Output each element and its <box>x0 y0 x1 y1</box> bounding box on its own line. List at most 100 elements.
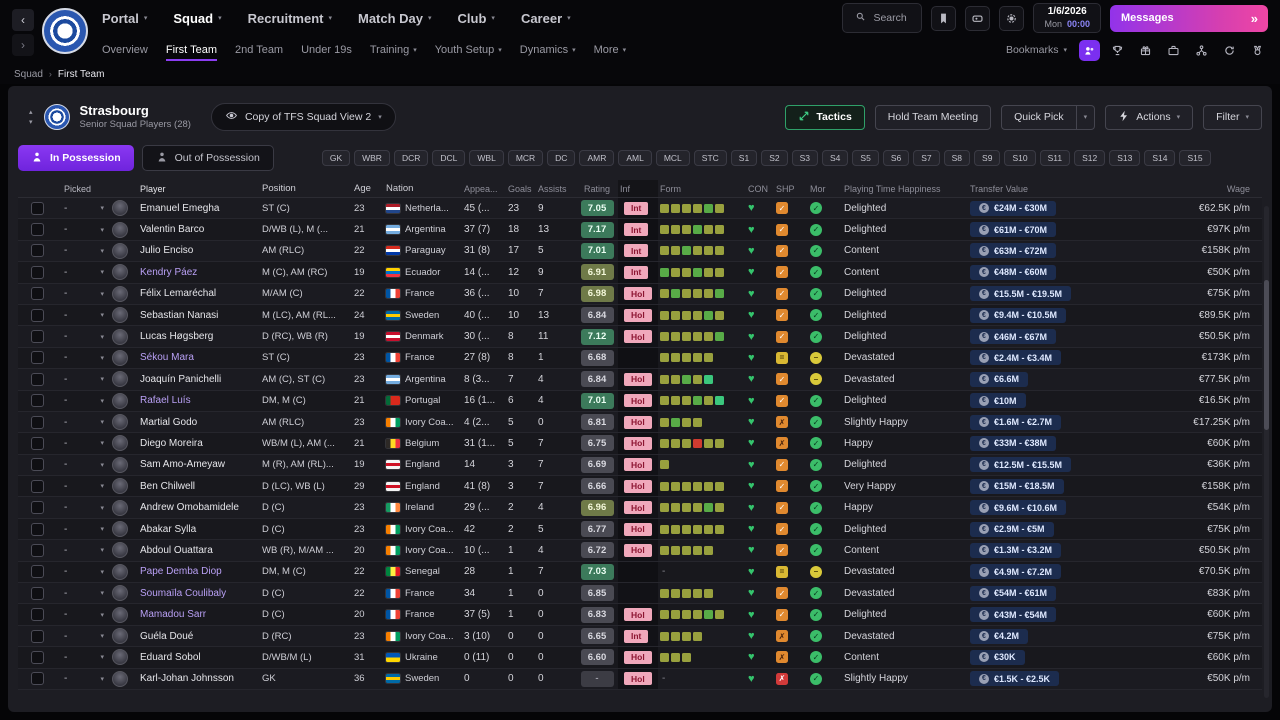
row-checkbox[interactable] <box>30 501 44 515</box>
info-badge[interactable]: Hol <box>624 394 652 408</box>
position-chip-s13[interactable]: S13 <box>1109 149 1141 167</box>
picked-dropdown[interactable]: - ▾ <box>64 566 104 578</box>
gift-icon[interactable] <box>1135 40 1156 61</box>
player-name-link[interactable]: Sékou Mara <box>140 352 194 364</box>
table-row[interactable]: - ▾ Eduard Sobol D/WB/M (L) 31 Ukraine 0 (11) 0… <box>18 647 1262 669</box>
refresh-icon[interactable] <box>1219 40 1240 61</box>
devices-icon[interactable] <box>965 5 991 31</box>
table-row[interactable]: - ▾ Sebastian Nanasi M (LC), AM (RL... 24 Swe… <box>18 304 1262 327</box>
player-name-link[interactable]: Julio Enciso <box>140 245 194 257</box>
table-row[interactable]: - ▾ Abakar Sylla D (C) 23 Ivory Coa... 42 2 5 6.7… <box>18 518 1262 541</box>
scrollbar-thumb[interactable] <box>1264 279 1269 430</box>
column-header-inf[interactable]: Inf <box>618 180 658 197</box>
player-name-link[interactable]: Lucas Høgsberg <box>140 331 214 343</box>
menu-career[interactable]: Career ▾ <box>520 10 571 26</box>
column-header-assists[interactable]: Assists <box>538 183 567 194</box>
info-badge[interactable]: Hol <box>624 479 652 493</box>
row-checkbox[interactable] <box>30 330 44 344</box>
menu-recruitment[interactable]: Recruitment ▾ <box>247 10 332 26</box>
actions-button[interactable]: Actions ▾ <box>1105 104 1194 130</box>
picked-dropdown[interactable]: - ▾ <box>64 587 104 599</box>
row-checkbox[interactable] <box>30 458 44 472</box>
gear-icon[interactable] <box>999 5 1025 31</box>
player-name-link[interactable]: Sam Amo-Ameyaw <box>140 459 226 471</box>
position-chip-s11[interactable]: S11 <box>1039 149 1071 167</box>
in-possession-toggle[interactable]: In Possession <box>18 145 134 171</box>
row-checkbox[interactable] <box>30 372 44 386</box>
player-name-link[interactable]: Martial Godo <box>140 416 198 428</box>
column-header-mor[interactable]: Mor <box>810 183 826 194</box>
player-name-link[interactable]: Kendry Páez <box>140 266 198 278</box>
sidebar-item-more[interactable]: More ▾ <box>594 40 627 61</box>
column-header-age[interactable]: Age <box>354 183 371 194</box>
player-name-link[interactable]: Félix Lemaréchal <box>140 288 217 300</box>
column-header-player[interactable]: Player <box>140 183 166 194</box>
player-name-link[interactable]: Andrew Omobamidele <box>140 502 239 514</box>
forward-button[interactable]: › <box>12 34 34 56</box>
row-checkbox[interactable] <box>30 244 44 258</box>
picked-dropdown[interactable]: - ▾ <box>64 373 104 385</box>
player-name-link[interactable]: Guéla Doué <box>140 630 194 642</box>
info-badge[interactable]: Hol <box>624 372 652 386</box>
table-row[interactable]: - ▾ Guéla Doué D (RC) 23 Ivory Coa... 3 (10) 0 0… <box>18 625 1262 648</box>
trophy-icon[interactable] <box>1107 40 1128 61</box>
picked-dropdown[interactable]: - ▾ <box>64 245 104 257</box>
sidebar-item-overview[interactable]: Overview <box>102 40 148 61</box>
info-badge[interactable]: Int <box>624 265 649 279</box>
table-row[interactable]: - ▾ Joaquín Panichelli AM (C), ST (C) 23 Arge… <box>18 369 1262 391</box>
table-row[interactable]: - ▾ Diego Moreira WB/M (L), AM (... 21 Belgiu… <box>18 433 1262 455</box>
row-checkbox[interactable] <box>30 565 44 579</box>
vertical-scrollbar[interactable] <box>1264 206 1269 698</box>
tactics-button[interactable]: Tactics <box>785 104 865 130</box>
info-badge[interactable]: Hol <box>624 501 652 515</box>
info-badge[interactable]: Hol <box>624 308 652 322</box>
info-badge[interactable]: Int <box>624 244 649 258</box>
table-row[interactable]: - ▾ Emanuel Emegha ST (C) 23 Netherla... 45 (.… <box>18 198 1262 220</box>
picked-dropdown[interactable]: - ▾ <box>64 609 104 621</box>
position-chip-wbl[interactable]: WBL <box>469 149 504 167</box>
back-button[interactable]: ‹ <box>12 9 34 31</box>
bookmarks-dropdown[interactable]: Bookmarks ▾ <box>1006 44 1067 56</box>
picked-dropdown[interactable]: - ▾ <box>64 288 104 300</box>
table-row[interactable]: - ▾ Ben Chilwell D (LC), WB (L) 29 England 41 … <box>18 476 1262 498</box>
row-checkbox[interactable] <box>30 522 44 536</box>
info-badge[interactable]: Hol <box>624 458 652 472</box>
info-badge[interactable]: Int <box>624 629 649 643</box>
sidebar-item-first-team[interactable]: First Team <box>165 40 217 61</box>
position-chip-stc[interactable]: STC <box>693 149 727 167</box>
position-chip-gk[interactable]: GK <box>321 149 351 167</box>
table-row[interactable]: - ▾ Félix Lemaréchal M/AM (C) 22 France 36 (..… <box>18 283 1262 305</box>
position-chip-mcl[interactable]: MCL <box>655 149 690 167</box>
table-row[interactable]: - ▾ Abdoul Ouattara WB (R), M/AM ... 20 Ivory… <box>18 540 1262 562</box>
table-row[interactable]: - ▾ Sam Amo-Ameyaw M (R), AM (RL)... 19 Engla… <box>18 454 1262 477</box>
row-checkbox[interactable] <box>30 608 44 622</box>
info-badge[interactable]: Int <box>624 201 649 215</box>
menu-club[interactable]: Club ▾ <box>457 10 495 26</box>
briefcase-icon[interactable] <box>1163 40 1184 61</box>
date-widget[interactable]: 1/6/2026 Mon 00:00 <box>1033 3 1101 33</box>
info-badge[interactable]: Hol <box>624 415 652 429</box>
out-of-possession-toggle[interactable]: Out of Possession <box>141 145 274 171</box>
row-checkbox[interactable] <box>30 287 44 301</box>
collapse-down-button[interactable]: ▾ <box>29 118 33 126</box>
row-checkbox[interactable] <box>30 543 44 557</box>
info-badge[interactable]: Hol <box>624 522 652 536</box>
row-checkbox[interactable] <box>30 650 44 664</box>
hierarchy-icon[interactable] <box>1191 40 1212 61</box>
picked-dropdown[interactable]: - ▾ <box>64 630 104 642</box>
picked-dropdown[interactable]: - ▾ <box>64 502 104 514</box>
hold-team-meeting-button[interactable]: Hold Team Meeting <box>874 104 992 130</box>
position-chip-dcl[interactable]: DCL <box>432 149 466 167</box>
position-chip-s3[interactable]: S3 <box>791 149 818 167</box>
picked-dropdown[interactable]: - ▾ <box>64 224 104 236</box>
quick-pick-caret-button[interactable]: ▾ <box>1076 104 1096 130</box>
player-name-link[interactable]: Joaquín Panichelli <box>140 373 222 385</box>
row-checkbox[interactable] <box>30 479 44 493</box>
info-badge[interactable]: Hol <box>624 436 652 450</box>
column-header-transfer-value[interactable]: Transfer Value <box>970 183 1029 194</box>
picked-dropdown[interactable]: - ▾ <box>64 523 104 535</box>
picked-dropdown[interactable]: - ▾ <box>64 395 104 407</box>
info-badge[interactable]: Hol <box>624 672 652 686</box>
position-chip-dcr[interactable]: DCR <box>393 149 429 167</box>
picked-dropdown[interactable]: - ▾ <box>64 673 104 685</box>
